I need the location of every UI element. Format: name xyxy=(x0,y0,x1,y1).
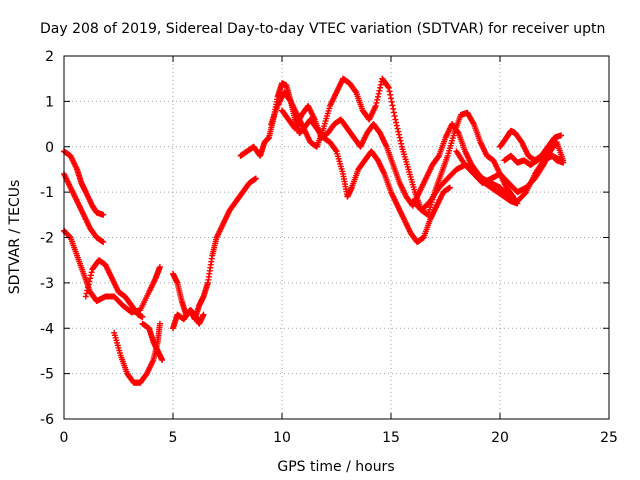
x-tick-label: 0 xyxy=(60,430,69,446)
y-tick-label: 1 xyxy=(45,94,54,110)
y-tick-label: -5 xyxy=(40,367,54,383)
y-axis-title: SDTVAR / TECUs xyxy=(7,180,23,295)
series-sat-o xyxy=(501,150,567,168)
y-tick-label: 2 xyxy=(45,49,54,65)
chart-title: Day 208 of 2019, Sidereal Day-to-day VTE… xyxy=(40,21,605,37)
data-points xyxy=(61,75,567,386)
series-sat-h xyxy=(170,307,207,332)
series-sat-m xyxy=(453,139,567,196)
x-tick-label: 20 xyxy=(491,430,509,446)
y-tick-label: -2 xyxy=(40,231,54,247)
series-sat-k xyxy=(279,102,521,209)
series-sat-d xyxy=(82,257,146,320)
x-tick-label: 10 xyxy=(273,430,291,446)
series-sat-e xyxy=(111,320,163,386)
y-tick-label: -4 xyxy=(40,321,54,337)
y-tick-label: -3 xyxy=(40,276,54,292)
x-tick-label: 25 xyxy=(600,430,618,446)
grid-lines xyxy=(64,56,609,419)
series-sat-a xyxy=(61,148,107,218)
series-sat-g xyxy=(170,175,259,323)
series-sat-c xyxy=(61,227,163,316)
y-tick-label: -6 xyxy=(40,412,54,428)
series-sat-i xyxy=(237,80,453,246)
x-axis-title: GPS time / hours xyxy=(277,459,394,475)
y-tick-label: -1 xyxy=(40,185,54,201)
x-tick-label: 15 xyxy=(382,430,400,446)
x-tick-label: 5 xyxy=(169,430,178,446)
series-sat-f xyxy=(139,320,166,364)
y-tick-label: 0 xyxy=(45,140,54,156)
